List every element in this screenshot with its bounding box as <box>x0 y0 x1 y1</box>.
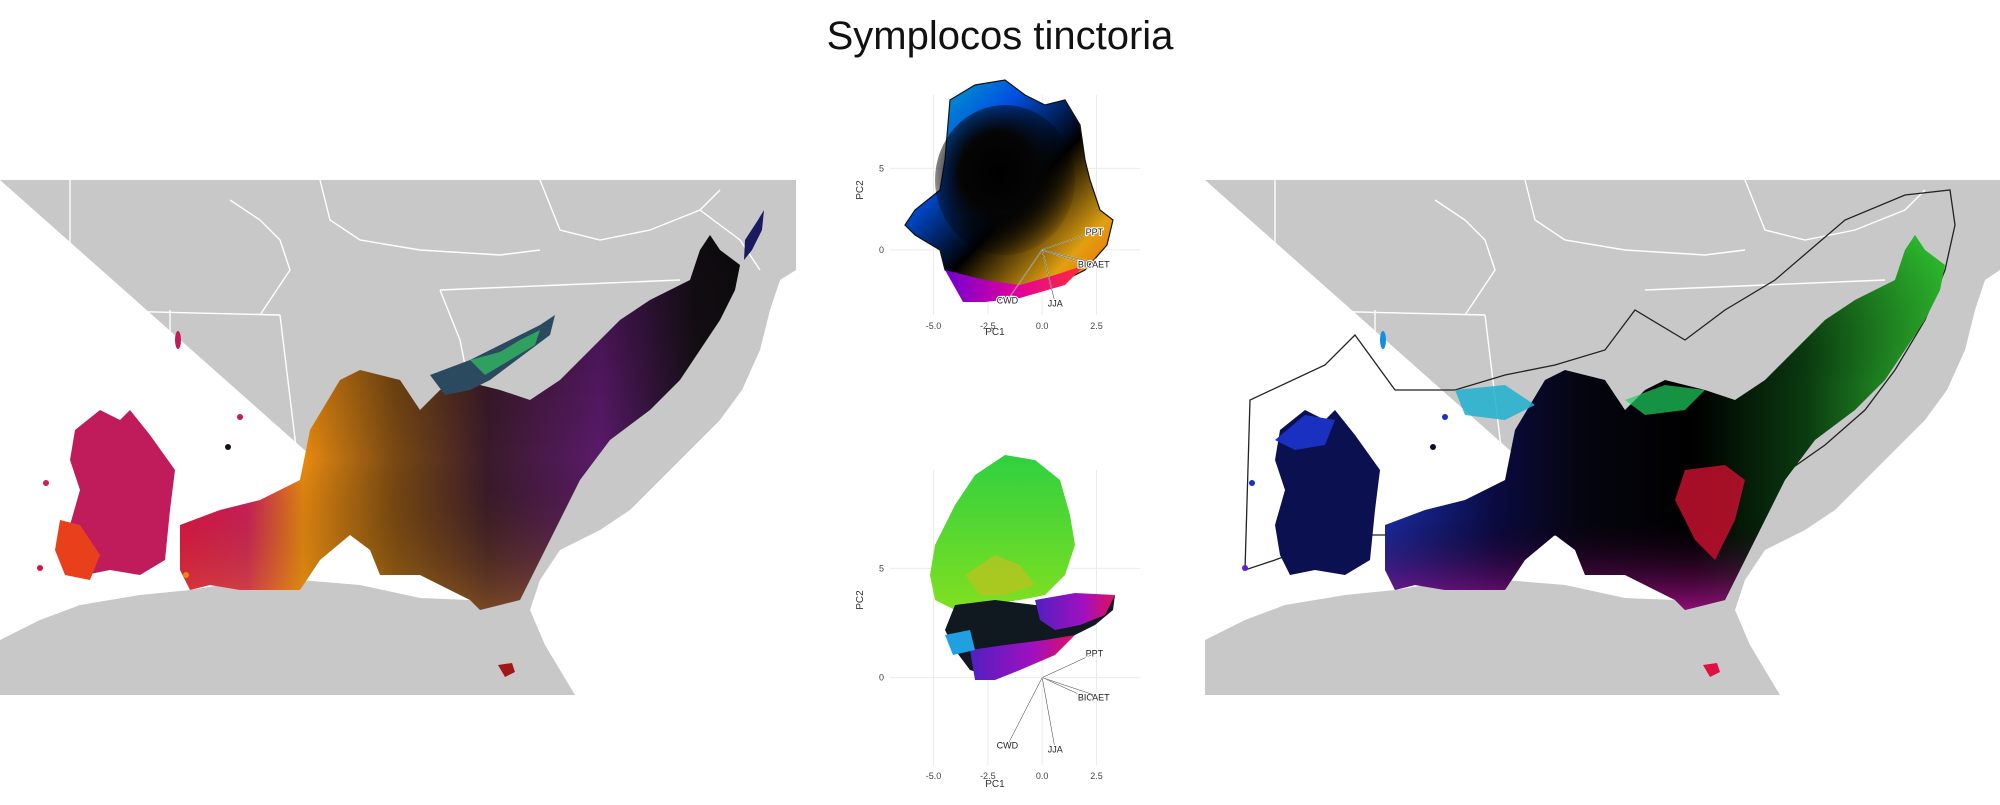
pca-bottom-vector-shadow <box>1042 653 1095 678</box>
range-northeast-left <box>744 210 764 260</box>
pca-top-vector-shadow <box>1042 249 1086 265</box>
pca-bottom-vector-label: BIO <box>1078 692 1094 702</box>
pca-bottom-vector-shadow <box>1007 677 1043 746</box>
pca-bottom-vector-label: JJA <box>1048 745 1063 755</box>
pca-bottom-x-tick-label: 0.0 <box>1036 771 1049 781</box>
pca-top-vector-shadow <box>1007 249 1043 301</box>
pca-top-ylabel: PC2 <box>855 180 866 200</box>
pca-top-vector-shadow <box>1042 249 1101 265</box>
pca-bottom-vector-shadow <box>1042 677 1101 698</box>
range-west-right <box>1275 410 1380 575</box>
pca-top-vector-label: PPT <box>1086 227 1104 237</box>
pca-plot-top: PPT BIO AET JJA CWD PC1 PC2 -5.0 -2.5 0.0 2.5 5 0 <box>845 70 1155 425</box>
left-range-map <box>0 179 796 695</box>
pca-top-vector-label: CWD <box>997 295 1019 305</box>
pca-bottom-vector-label: CWD <box>997 740 1019 750</box>
figure-title: Symplocos tinctoria <box>826 14 1174 58</box>
pca-bottom-x-tick-label: -5.0 <box>926 771 942 781</box>
pca-bottom-xlabel: PC1 <box>985 779 1005 790</box>
pca-bottom-vector-shadow <box>1042 677 1086 698</box>
pca-top-vector-shadow <box>1041 249 1056 304</box>
right-range-map <box>1204 179 2000 695</box>
pca-top-ticks: -5.0 -2.5 0.0 2.5 5 0 <box>879 163 1103 331</box>
pca-top-x-tick-label: -5.0 <box>926 321 942 331</box>
pca-bottom-vector-label: AET <box>1092 692 1110 702</box>
pca-top-vector-label: AET <box>1092 259 1110 269</box>
pca-bottom-ylabel: PC2 <box>855 590 866 610</box>
pca-top-x-tick-label: -2.5 <box>980 321 996 331</box>
outlier-points-right <box>1242 331 1720 677</box>
pca-bottom-y-tick-label: 5 <box>879 563 884 573</box>
pca-bottom-vector-shadow <box>1041 677 1056 750</box>
pca-top-xlabel: PC1 <box>985 327 1005 338</box>
pca-top-y-tick-label: 5 <box>879 163 884 173</box>
pca-bottom-cloud-green <box>930 455 1075 610</box>
pca-bottom-x-tick-label: -2.5 <box>980 771 996 781</box>
range-west-left <box>70 410 175 575</box>
pca-bottom-x-tick-label: 2.5 <box>1090 771 1103 781</box>
pca-top-x-tick-label: 0.0 <box>1036 321 1049 331</box>
pca-bottom-ticks: -5.0 -2.5 0.0 2.5 5 0 <box>879 563 1103 781</box>
outlier-points-left <box>37 331 515 677</box>
left-map-svg <box>0 179 796 695</box>
right-map-svg <box>1204 179 2000 695</box>
pca-top-y-tick-label: 0 <box>879 245 884 255</box>
pca-top-x-tick-label: 2.5 <box>1090 321 1103 331</box>
pca-plot-bottom: PPT BIO AET JJA CWD PC1 PC2 -5.0 -2.5 0.0 2.5 5 0 <box>845 435 1155 800</box>
pca-bottom-y-tick-label: 0 <box>879 673 884 683</box>
pca-bottom-vector-label: PPT <box>1086 649 1104 659</box>
pca-top-vector-shadow <box>1042 231 1095 251</box>
pca-top-vector-label: JJA <box>1048 299 1063 309</box>
